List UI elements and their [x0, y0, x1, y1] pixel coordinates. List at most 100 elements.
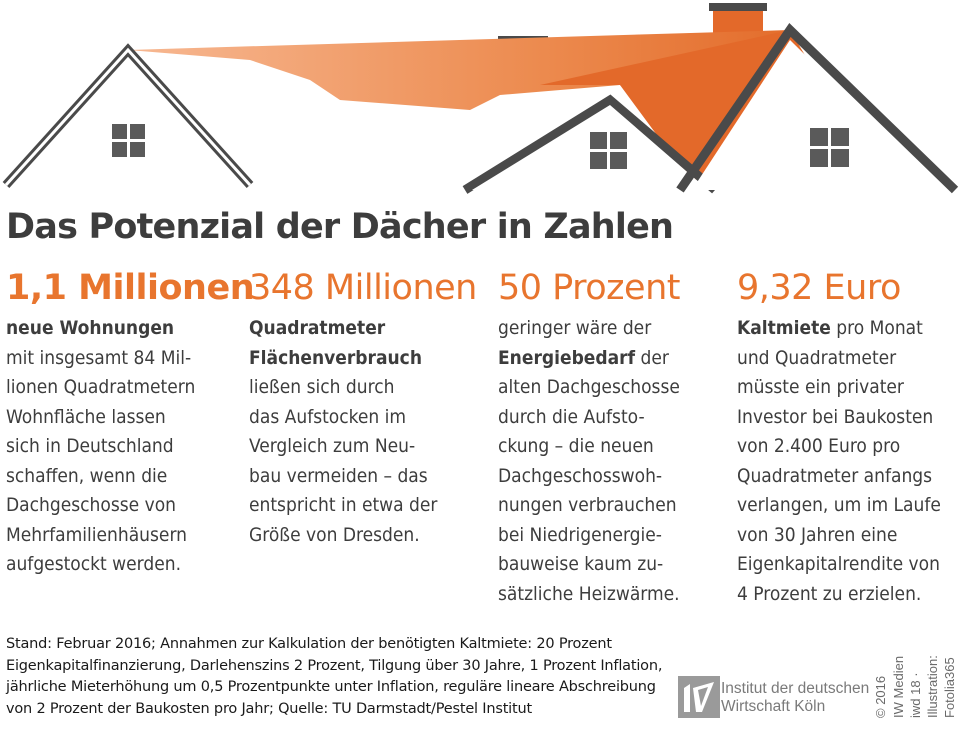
- fact-text-line: Mehrfamilienhäusern: [6, 521, 254, 551]
- fact-text-segment: und Quadratmeter: [737, 346, 897, 369]
- fact-text-segment: aufgestockt werden.: [6, 553, 182, 575]
- credit-line: © 2016: [873, 675, 888, 718]
- fact-text-line: aufgestockt werden.: [6, 550, 254, 580]
- fact-text-segment: Wohnfläche lassen: [6, 405, 166, 428]
- window-icon: [810, 128, 849, 167]
- fact-text-segment: verlangen, um im Laufe: [737, 494, 941, 516]
- fact-text-segment: Investor bei Baukosten: [737, 405, 934, 428]
- fact-text-bold: Kaltmiete: [737, 317, 831, 339]
- credit-line: iwd 18 ·: [908, 672, 923, 718]
- fact-text-line: ließen sich durch: [249, 373, 477, 403]
- fact-text-segment: geringer wäre der: [498, 317, 652, 339]
- fact-text-segment: müsste ein privater: [737, 376, 904, 398]
- fact-text-line: neue Wohnungen: [6, 314, 254, 344]
- fact-text-line: durch die Aufsto-: [498, 403, 680, 433]
- fact-text-segment: bauweise kaum zu-: [498, 553, 664, 575]
- fact-text-bold: Quadratmeter: [249, 317, 386, 339]
- page-title: Das Potenzial der Dächer in Zahlen: [6, 207, 674, 247]
- fact-text-bold: neue Wohnungen: [6, 317, 175, 339]
- fact-text-bold: Energiebedarf: [498, 346, 636, 369]
- fact-column: 9,32 Euro Kaltmiete pro Monat und Quadrat…: [737, 266, 941, 609]
- fact-text-segment: sätzliche Heizwärme.: [498, 582, 680, 605]
- window-icon: [590, 132, 627, 169]
- fact-text-segment: entspricht in etwa der: [249, 494, 438, 516]
- fact-text-line: von 2.400 Euro pro: [737, 432, 941, 462]
- fact-text-line: 4 Prozent zu erzielen.: [737, 580, 941, 610]
- fact-text-segment: durch die Aufsto-: [498, 405, 645, 428]
- fact-text-line: schaffen, wenn die: [6, 462, 254, 492]
- fact-text-line: Flächenverbrauch: [249, 344, 477, 374]
- fact-text-line: verlangen, um im Laufe: [737, 491, 941, 521]
- fact-text-line: Energiebedarf der: [498, 344, 680, 374]
- fact-text-line: bauweise kaum zu-: [498, 550, 680, 580]
- window-icon: [112, 124, 145, 157]
- fact-text-segment: von 2.400 Euro pro: [737, 435, 901, 457]
- gable-middle: [462, 94, 718, 194]
- fact-text-segment: Dachgeschosse von: [6, 494, 177, 516]
- footnote-line: jährliche Mieterhöhung um 0,5 Prozentpun…: [6, 679, 656, 695]
- fact-value: 50 Prozent: [498, 268, 681, 308]
- footnote: Stand: Februar 2016; Annahmen zur Kalkul…: [6, 634, 662, 720]
- fact-text-segment: mit insgesamt 84 Mil-: [6, 346, 192, 369]
- fact-text-line: Investor bei Baukosten: [737, 403, 941, 433]
- credit-line: Fotolia365: [942, 657, 957, 718]
- fact-text-line: müsste ein privater: [737, 373, 941, 403]
- fact-text-line: Wohnfläche lassen: [6, 403, 254, 433]
- fact-text-line: bei Niedrigenergie-: [498, 521, 680, 551]
- fact-value: 348 Millionen: [249, 268, 477, 308]
- fact-text-segment: sich in Deutschland: [6, 435, 174, 457]
- fact-text-segment: schaffen, wenn die: [6, 464, 168, 487]
- footnote-line: Stand: Februar 2016; Annahmen zur Kalkul…: [6, 636, 612, 652]
- fact-text-segment: der: [635, 346, 669, 369]
- credit-line: Illustration:: [925, 655, 940, 718]
- fact-text-segment: Dachgeschosswoh-: [498, 464, 663, 487]
- fact-text: neue Wohnungen mit insgesamt 84 Mil-lione…: [6, 314, 254, 580]
- fact-text-segment: Vergleich zum Neu-: [249, 435, 416, 457]
- fact-column: 1,1 Millionen neue Wohnungen mit insgesam…: [6, 266, 255, 580]
- fact-text-segment: ließen sich durch: [249, 376, 395, 398]
- fact-text-line: Kaltmiete pro Monat: [737, 314, 941, 344]
- fact-text-segment: bau vermeiden – das: [249, 464, 428, 487]
- fact-text-line: alten Dachgeschosse: [498, 373, 680, 403]
- fact-text-segment: pro Monat: [830, 317, 923, 339]
- footnote-line: von 2 Prozent der Baukosten pro Jahr; Qu…: [6, 700, 532, 717]
- fact-text-segment: lionen Quadratmetern: [6, 376, 196, 398]
- fact-column: 50 Prozent geringer wäre der Energiebedar…: [498, 266, 681, 609]
- fact-text-segment: bei Niedrigenergie-: [498, 523, 662, 546]
- fact-text-line: Dachgeschosswoh-: [498, 462, 680, 492]
- roofs-illustration: [2, 3, 959, 194]
- fact-text-bold: Flächenverbrauch: [249, 346, 422, 369]
- fact-text-line: das Aufstocken im: [249, 403, 477, 433]
- footnote-line: Eigenkapitalfinanzierung, Darlehenszins …: [6, 657, 663, 674]
- fact-text-segment: 4 Prozent zu erzielen.: [737, 582, 922, 605]
- fact-text-segment: Mehrfamilienhäusern: [6, 523, 187, 546]
- fact-text-line: geringer wäre der: [498, 314, 680, 344]
- fact-text-line: mit insgesamt 84 Mil-: [6, 344, 254, 374]
- gable-right: [676, 23, 959, 194]
- fact-text-segment: Quadratmeter anfangs: [737, 464, 933, 487]
- fact-text: geringer wäre der Energiebedarf der alten …: [498, 314, 680, 609]
- fact-text-line: Quadratmeter: [249, 314, 477, 344]
- fact-value: 1,1 Millionen: [6, 268, 255, 308]
- fact-text-segment: Eigenkapitalrendite von: [737, 553, 940, 575]
- fact-text-line: von 30 Jahren eine: [737, 521, 941, 551]
- institute-name: Institut der deutschen Wirtschaft Köln: [721, 680, 870, 715]
- fact-text-line: Quadratmeter anfangs: [737, 462, 941, 492]
- fact-text: Kaltmiete pro Monat und Quadratmeter müsst…: [737, 314, 941, 609]
- fact-text-line: bau vermeiden – das: [249, 462, 477, 492]
- fact-text-segment: von 30 Jahren eine: [737, 523, 898, 546]
- fact-text-line: und Quadratmeter: [737, 344, 941, 374]
- fact-column: 348 Millionen Quadratmeter Flächenverbrau…: [249, 266, 477, 550]
- fact-text-line: Eigenkapitalrendite von: [737, 550, 941, 580]
- fact-text-line: ckung – die neuen: [498, 432, 680, 462]
- fact-text-segment: Größe von Dresden.: [249, 523, 420, 546]
- fact-text-line: nungen verbrauchen: [498, 491, 680, 521]
- fact-text-segment: nungen verbrauchen: [498, 494, 677, 516]
- fact-text-line: lionen Quadratmetern: [6, 373, 254, 403]
- fact-text-segment: das Aufstocken im: [249, 405, 407, 428]
- fact-text-line: Vergleich zum Neu-: [249, 432, 477, 462]
- fact-text-line: sätzliche Heizwärme.: [498, 580, 680, 610]
- credit-line: IW Medien: [891, 655, 906, 718]
- fact-text: Quadratmeter Flächenverbrauch ließen sich …: [249, 314, 477, 550]
- fact-text-line: Dachgeschosse von: [6, 491, 254, 521]
